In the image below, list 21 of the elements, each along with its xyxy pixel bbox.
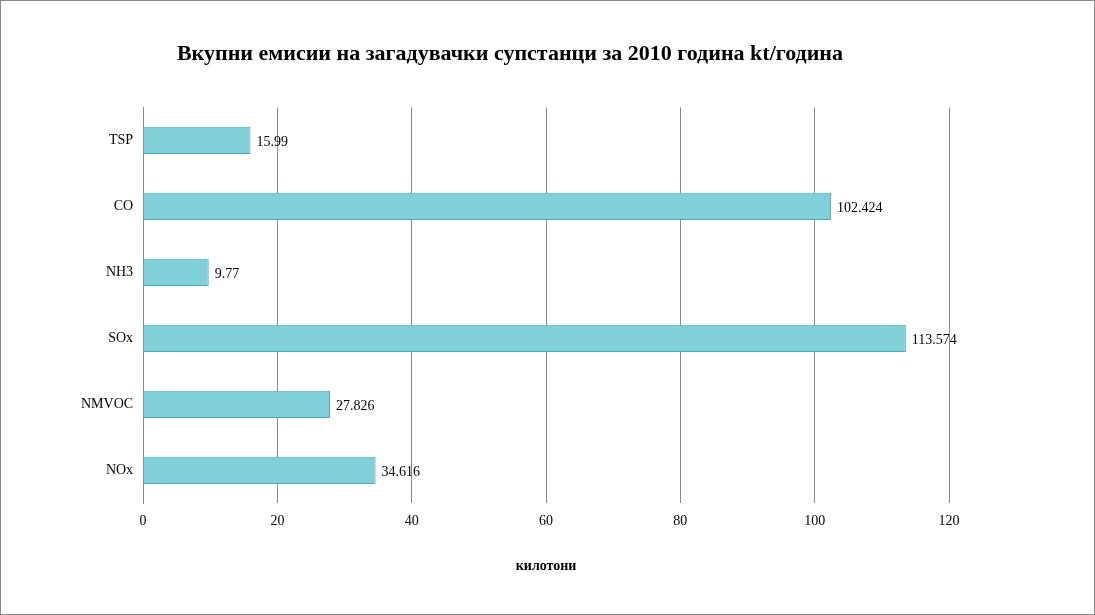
y-tick-label: NH3	[105, 264, 134, 280]
x-tick-label: 0	[139, 513, 147, 529]
x-tick-label: 120	[938, 513, 960, 529]
data-label: 15.99	[256, 134, 288, 150]
x-tick-label: 80	[673, 513, 688, 529]
x-tick-label: 40	[404, 513, 419, 529]
y-tick-label: CO	[113, 198, 134, 214]
y-tick-label: NMVOC	[80, 396, 134, 412]
x-tick-label: 100	[804, 513, 826, 529]
y-tick-label: SOx	[108, 330, 134, 346]
chart-title: Вкупни емисии на загадувачки супстанци за 2010 година kt/година	[176, 39, 844, 65]
x-tick-label: 60	[539, 513, 554, 529]
y-tick-label: TSP	[108, 132, 134, 148]
data-label: 27.826	[335, 398, 375, 414]
data-label: 102.424	[836, 200, 883, 216]
y-tick-label: NOx	[105, 462, 134, 478]
x-tick-label: 20	[270, 513, 285, 529]
data-label: 9.77	[214, 266, 240, 282]
data-label: 34.616	[381, 464, 421, 480]
data-label: 113.574	[911, 332, 957, 348]
x-axis-title: килотони	[515, 558, 577, 574]
